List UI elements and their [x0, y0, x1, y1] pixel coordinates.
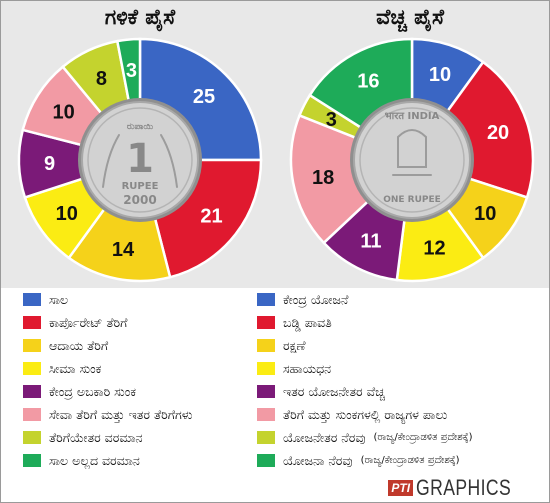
income-slice-label-6: 10: [52, 102, 74, 124]
expenditure-slice-label-3: 10: [474, 203, 496, 225]
legend-swatch: [257, 431, 275, 444]
legend-swatch: [23, 339, 41, 352]
svg-text:2000: 2000: [123, 193, 156, 207]
legend-item-left-2: ಕಾರ್ಪೊರೇಟ್ ತೆರಿಗೆ: [23, 311, 127, 334]
legend-label: ಇತರ ಯೋಜನೇತರ ವೆಚ್ಚ: [283, 383, 385, 399]
expenditure-slice-label-6: 18: [312, 167, 334, 189]
legend-swatch: [23, 293, 41, 306]
svg-text:1: 1: [126, 136, 154, 182]
svg-text:ರುಪಾಯಿ: ರುಪಾಯಿ: [127, 122, 154, 132]
legend-label: ಸೀಮಾ ಸುಂಕ: [49, 360, 102, 376]
legend-note: (ರಾಜ್ಯ/ಕೇಂದ್ರಾಡಳಿತ ಪ್ರದೇಶಕ್ಕೆ): [373, 432, 473, 443]
legend-swatch: [257, 293, 275, 306]
legend-label: ತೆರಿಗೆಯೇತರ ವರಮಾನ: [49, 429, 143, 445]
income-slice-label-2: 21: [200, 205, 222, 227]
income-slice-label-5: 9: [44, 153, 55, 175]
income-slice-label-1: 25: [193, 86, 215, 108]
expenditure-slice-label-8: 16: [357, 71, 379, 93]
legend-item-right-3: ರಕ್ಷಣೆ: [257, 334, 306, 357]
legend-label: ತೆರಿಗೆ ಮತ್ತು ಸುಂಕಗಳಲ್ಲಿ ರಾಜ್ಯಗಳ ಪಾಲು: [283, 406, 448, 422]
svg-text:भारत INDIA: भारत INDIA: [385, 111, 440, 122]
legend-item-right-8: ಯೋಜನಾ ನೆರವು (ರಾಜ್ಯ/ಕೇಂದ್ರಾಡಳಿತ ಪ್ರದೇಶಕ್ಕೆ…: [257, 449, 460, 472]
legend-label: ಸಹಾಯಧನ: [283, 360, 332, 376]
expenditure-slice-label-5: 11: [360, 231, 381, 253]
legend-swatch: [23, 431, 41, 444]
legend-label: ಕೇಂದ್ರ ಯೋಜನೆ: [283, 291, 349, 307]
legend-swatch: [257, 408, 275, 421]
legend-item-left-7: ತೆರಿಗೆಯೇತರ ವರಮಾನ: [23, 426, 143, 449]
income-slice-label-8: 3: [126, 60, 137, 82]
expenditure-slice-label-1: 10: [429, 64, 451, 86]
expenditure-slice-label-7: 3: [326, 109, 337, 131]
income-slice-label-4: 10: [56, 203, 78, 225]
legend-swatch: [257, 316, 275, 329]
legend-item-left-8: ಸಾಲ ಅಲ್ಲದ ವರಮಾನ: [23, 449, 140, 472]
income-chart-title: ಗಳಿಕೆ ಪೈಸೆ: [104, 5, 176, 29]
legend-label: ರಕ್ಷಣೆ: [283, 337, 306, 353]
legend-swatch: [257, 454, 275, 467]
legend-label: ಆದಾಯ ತೆರಿಗೆ: [49, 337, 109, 353]
legend-item-left-1: ಸಾಲ: [23, 288, 68, 311]
legend-swatch: [257, 385, 275, 398]
legend-label: ಸಾಲ: [49, 291, 69, 307]
pti-logo: PTI: [388, 480, 414, 496]
rupee-coin-heads: भारत INDIA ONE RUPEE: [350, 98, 474, 222]
legend-item-right-1: ಕೇಂದ್ರ ಯೋಜನೆ: [257, 288, 348, 311]
income-slice-label-7: 8: [96, 68, 107, 90]
legend-label: ಬಡ್ಡಿ ಪಾವತಿ: [283, 314, 332, 330]
legend-swatch: [23, 385, 41, 398]
expenditure-donut-chart: भारत INDIA ONE RUPEE 10 20 10 12 11 18 3 16: [289, 37, 535, 283]
charts-panel: ಗಳಿಕೆ ಪೈಸೆ ವೆಚ್ಚ ಪೈಸೆ ರುಪಾಯಿ 1 RUPEE 200…: [1, 1, 549, 288]
legend-item-right-5: ಇತರ ಯೋಜನೇತರ ವೆಚ್ಚ: [257, 380, 385, 403]
legend-swatch: [23, 362, 41, 375]
legend-item-left-6: ಸೇವಾ ತೆರಿಗೆ ಮತ್ತು ಇತರ ತೆರಿಗೆಗಳು: [23, 403, 192, 426]
legend-swatch: [23, 454, 41, 467]
legend-label: ಕೇಂದ್ರ ಅಬಕಾರಿ ಸುಂಕ: [49, 383, 136, 399]
svg-text:ONE RUPEE: ONE RUPEE: [383, 195, 441, 205]
legend-swatch: [23, 316, 41, 329]
pti-graphics-credit: PTI GRAPHICS: [388, 475, 535, 501]
income-slice-label-3: 14: [112, 239, 135, 261]
legend-label: ಸೇವಾ ತೆರಿಗೆ ಮತ್ತು ಇತರ ತೆರಿಗೆಗಳು: [49, 406, 193, 422]
legend-label: ಕಾರ್ಪೊರೇಟ್ ತೆರಿಗೆ: [49, 314, 128, 330]
legend-item-left-5: ಕೇಂದ್ರ ಅಬಕಾರಿ ಸುಂಕ: [23, 380, 136, 403]
legend-item-left-4: ಸೀಮಾ ಸುಂಕ: [23, 357, 101, 380]
svg-text:RUPEE: RUPEE: [122, 181, 159, 192]
expenditure-slice-label-2: 20: [487, 122, 509, 144]
legend-item-right-2: ಬಡ್ಡಿ ಪಾವತಿ: [257, 311, 332, 334]
legend-item-right-7: ಯೋಜನೇತರ ನೆರವು (ರಾಜ್ಯ/ಕೇಂದ್ರಾಡಳಿತ ಪ್ರದೇಶಕ್…: [257, 426, 472, 449]
legend-item-right-4: ಸಹಾಯಧನ: [257, 357, 331, 380]
legend-note: (ರಾಜ್ಯ/ಕೇಂದ್ರಾಡಳಿತ ಪ್ರದೇಶಕ್ಕೆ): [360, 455, 460, 466]
expenditure-slice-label-4: 12: [423, 238, 445, 260]
legend-swatch: [23, 408, 41, 421]
income-donut-chart: ರುಪಾಯಿ 1 RUPEE 2000 25 21 14 10 9 10 8 3: [17, 37, 263, 283]
legend-item-left-3: ಆದಾಯ ತೆರಿಗೆ: [23, 334, 108, 357]
footer: PTI GRAPHICS: [1, 472, 549, 502]
graphics-label: GRAPHICS: [416, 475, 512, 500]
legend-item-right-6: ತೆರಿಗೆ ಮತ್ತು ಸುಂಕಗಳಲ್ಲಿ ರಾಜ್ಯಗಳ ಪಾಲು: [257, 403, 447, 426]
legend-swatch: [257, 362, 275, 375]
rupee-coin-tails: ರುಪಾಯಿ 1 RUPEE 2000: [78, 98, 202, 222]
expenditure-chart-title: ವೆಚ್ಚ ಪೈಸೆ: [376, 5, 444, 29]
legend-label: ಸಾಲ ಅಲ್ಲದ ವರಮಾನ: [49, 452, 140, 468]
legend-label: ಯೋಜನಾ ನೆರವು: [283, 452, 353, 468]
legend: ಸಾಲ ಕಾರ್ಪೊರೇಟ್ ತೆರಿಗೆ ಆದಾಯ ತೆರಿಗೆ ಸೀಮಾ ಸುಂಕ…: [1, 288, 549, 472]
legend-label: ಯೋಜನೇತರ ನೆರವು: [283, 429, 366, 445]
legend-swatch: [257, 339, 275, 352]
